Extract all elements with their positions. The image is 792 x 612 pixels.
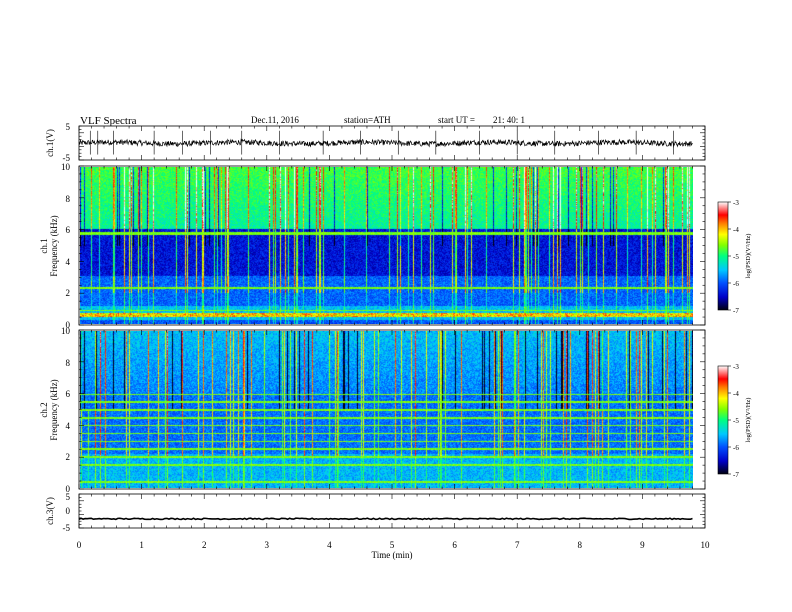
ch1-cb-tick-m4: -4 [733, 226, 739, 234]
ch3-waveform-line [78, 517, 693, 521]
ch1-spec-ytick-8: 8 [66, 194, 71, 204]
ch3-ytick-mid: 0 [66, 506, 71, 516]
ch1-spec-ytick-4: 4 [66, 257, 71, 267]
ch2-colorbar: -3 -4 -5 -6 -7 log(PSD)(V²/Hz) [717, 363, 752, 479]
ch2-spec-ytick-10: 10 [61, 326, 71, 336]
ch1-colorbar-label: log(PSD)(V²/Hz) [745, 234, 752, 279]
ch2-colorbar-ticks [728, 365, 731, 475]
time-axis: 0 1 2 3 4 5 6 7 8 9 10 Time (min) [77, 540, 710, 560]
time-axis-tick-8: 8 [578, 540, 583, 550]
ch1-spec-ytick-0: 0 [66, 320, 71, 330]
time-axis-tick-1: 1 [139, 540, 144, 550]
ch1-colorbar-bar [717, 201, 729, 311]
ch1-waveform-ticks [78, 125, 706, 161]
time-axis-label: Time (min) [372, 550, 413, 560]
ch2-cb-tick-m3: -3 [733, 363, 739, 371]
time-axis-tick-0: 0 [77, 540, 82, 550]
time-axis-tick-6: 6 [452, 540, 457, 550]
start-ut-value: 21: 40: 1 [493, 115, 525, 125]
ch3-waveform-ticks [78, 493, 706, 529]
station-label: station=ATH [344, 115, 391, 125]
ch2-spectrogram-panel: 0 2 4 6 8 10 ch.2 Frequency (kHz) [39, 326, 706, 494]
time-axis-tick-5: 5 [390, 540, 395, 550]
time-axis-tick-4: 4 [327, 540, 332, 550]
ch1-waveform-ylabel: ch.1(V) [45, 129, 55, 157]
ch3-waveform-ylabel: ch.3(V) [45, 497, 55, 525]
ch1-spectrogram-image [80, 167, 693, 324]
ch2-spec-ytick-0: 0 [66, 484, 71, 494]
ch2-spectrogram-ticks [78, 329, 706, 490]
ch1-spec-ytick-10: 10 [61, 162, 71, 172]
ch1-spec-ytick-2: 2 [66, 288, 71, 298]
ch2-cb-tick-m4: -4 [733, 390, 739, 398]
ch3-ytick-bottom: -5 [63, 523, 71, 533]
date-label: Dec.11, 2016 [251, 115, 299, 125]
ch1-ytick-top: 5 [66, 122, 71, 132]
start-ut-label: start UT = [438, 115, 475, 125]
ch1-spec-ytick-6: 6 [66, 225, 71, 235]
time-axis-tick-10: 10 [701, 540, 711, 550]
ch1-spectrogram-ylabel-line2: Frequency (kHz) [49, 215, 59, 276]
ch1-colorbar-ticks [728, 201, 731, 311]
time-axis-tick-9: 9 [640, 540, 645, 550]
ch1-spectrogram-ylabel-line1: ch.1 [39, 238, 49, 253]
ch2-colorbar-bar [717, 365, 729, 475]
time-axis-tick-3: 3 [265, 540, 270, 550]
ch1-colorbar: -3 -4 -5 -6 -7 log(PSD)(V²/Hz) [717, 199, 752, 315]
ch2-spec-ytick-6: 6 [66, 389, 71, 399]
ch1-spectrogram-ytick-labels: 0 2 4 6 8 10 [61, 162, 71, 330]
ch1-spectrogram-ticks [78, 165, 706, 326]
ch1-spectrogram-panel: 0 2 4 6 8 10 ch.1 Frequency (kHz) [39, 162, 706, 330]
figure-title: VLF Spectra [80, 115, 137, 127]
ch2-cb-tick-m6: -6 [733, 444, 739, 452]
ch2-spectrogram-ylabel-line2: Frequency (kHz) [49, 379, 59, 440]
ch1-ytick-bottom: -5 [63, 153, 71, 163]
ch2-cb-tick-m7: -7 [733, 471, 739, 479]
ch1-cb-tick-m5: -5 [733, 253, 739, 261]
ch2-cb-tick-m5: -5 [733, 417, 739, 425]
ch1-cb-tick-m6: -6 [733, 280, 739, 288]
time-axis-tick-2: 2 [202, 540, 207, 550]
ch2-spectrogram-ylabel-line1: ch.2 [39, 402, 49, 417]
ch2-spec-ytick-2: 2 [66, 452, 71, 462]
ch1-waveform-line [78, 138, 693, 148]
ch1-cb-tick-m7: -7 [733, 307, 739, 315]
ch2-spec-ytick-4: 4 [66, 421, 71, 431]
ch1-waveform-panel: 5 -5 ch.1(V) [45, 122, 706, 163]
ch3-ytick-top: 5 [66, 492, 71, 502]
ch3-waveform-panel: 5 0 -5 ch.3(V) [45, 492, 706, 533]
ch2-colorbar-label: log(PSD)(V²/Hz) [745, 398, 752, 443]
ch2-spec-ytick-8: 8 [66, 358, 71, 368]
ch2-spectrogram-image [80, 331, 693, 488]
time-axis-tick-7: 7 [515, 540, 520, 550]
ch1-cb-tick-m3: -3 [733, 199, 739, 207]
time-axis-tick-labels: 0 1 2 3 4 5 6 7 8 9 10 [77, 540, 710, 550]
ch3-waveform-frame [78, 493, 706, 529]
